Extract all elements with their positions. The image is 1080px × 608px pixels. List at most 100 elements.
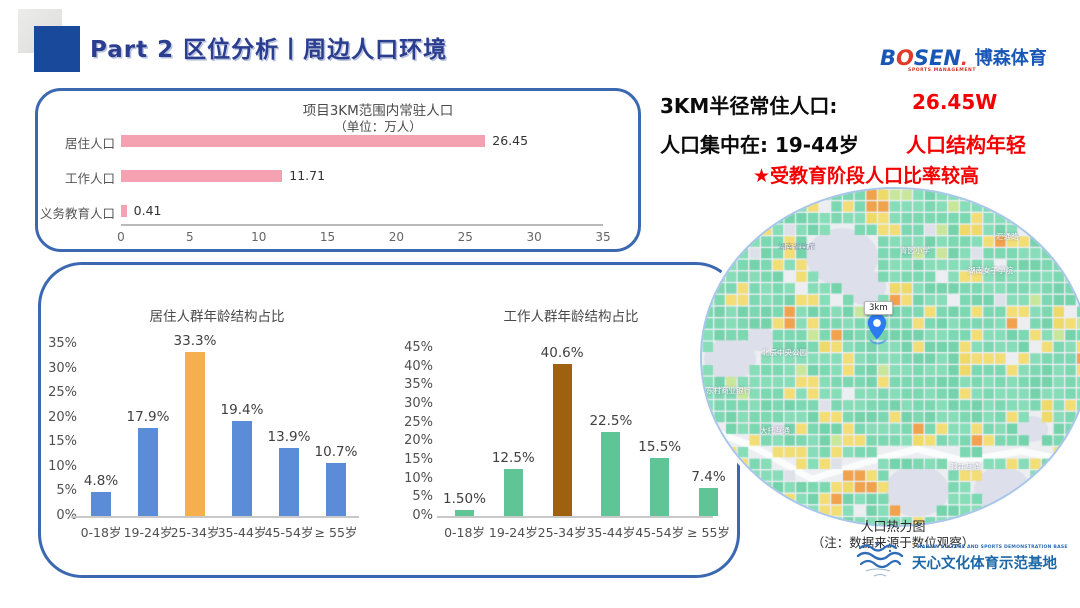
bosen-wordmark: BOSEN. SPORTS MANAGEMENT [880,46,975,73]
col-yaxis-tick: 25% [404,414,433,430]
col-yaxis-tick: 10% [48,458,77,474]
col-category-label: 0-18岁 [80,525,122,540]
hbar-axis-tick: 15 [319,230,336,244]
col-yaxis-tick: 20% [48,409,77,425]
summary-line2-value: 人口结构年轻 [906,133,1026,157]
resident-age-chart-title: 居住人群年龄结构占比 [149,309,285,325]
hbar-category-label: 居住人口 [64,136,115,151]
summary-line1-label: 3KM半径常住人口: [660,94,838,118]
hbar-value-label: 11.71 [289,168,326,183]
population-heatmap: 湖南省政府 青园小学 汇通路 湖南女子学院 北辰中央公园 东村商业银行 大托互通 洞井互通 3… [700,187,1080,527]
tianxin-english-name: ❛ TIANXIN CULTURE AND SPORTS DEMONSTRATI… [912,542,1068,550]
population-chart-subtitle: （单位：万人） [334,119,422,134]
col-yaxis-tick: 10% [404,470,433,486]
col-bar [650,458,670,516]
hbar-value-label: 0.41 [133,203,162,218]
bosen-letters-sen: SEN [913,46,961,70]
radius-3km-badge: 3km [864,301,893,315]
col-value-label: 12.5% [491,450,535,467]
pin-shadow-icon [869,339,887,345]
hbar-axis-tick: 30 [526,230,542,244]
col-value-label: 10.7% [314,444,358,461]
col-category-label: 35-44岁 [217,525,267,540]
col-yaxis-tick: 45% [404,340,433,355]
col-category-label: 25-34岁 [537,525,587,540]
col-yaxis-tick: 35% [48,336,77,351]
col-yaxis-tick: 30% [404,396,433,411]
population-chart-title: 项目3KM范围内常驻人口 [302,103,454,119]
tianxin-logo: ❛ TIANXIN CULTURE AND SPORTS DEMONSTRATI… [856,540,1068,582]
col-bar [601,432,621,516]
col-category-label: 45-54岁 [264,525,314,540]
col-value-label: 17.9% [126,409,170,426]
age-structure-panel: 居住人群年龄结构占比 工作人群年龄结构占比 0% 5% 10% 15% 20% 25% 30… [38,262,740,578]
col-yaxis-tick: 5% [56,483,77,499]
col-value-label: 40.6% [540,345,584,362]
col-xaxis-line [437,516,713,518]
summary-line3: ★受教育阶段人口比率较高 [753,165,980,187]
col-bar [185,352,205,516]
map-place-label: 湖南女子学院 [968,266,1013,275]
col-category-label: 25-34岁 [170,525,220,540]
col-yaxis-tick: 0% [412,508,433,523]
col-value-label: 4.8% [83,473,119,490]
col-bar [138,428,158,516]
working-age-chart-title: 工作人群年龄结构占比 [503,309,639,325]
col-yaxis-tick: 5% [412,489,433,505]
bosen-logo: BOSEN. SPORTS MANAGEMENT 博森体育 [880,46,1047,73]
col-value-label: 15.5% [638,439,682,456]
col-xaxis-line [71,516,359,518]
map-place-label: 洞井互通 [950,462,980,471]
map-place-label: 东村商业银行 [706,386,751,395]
col-bar [91,492,111,516]
bosen-red-dot: . [960,49,968,70]
bosen-letter-b: B [880,46,897,70]
col-yaxis-tick: 30% [48,360,77,376]
col-category-label: 35-44岁 [586,525,636,540]
summary-line2-label: 人口集中在: 19-44岁 [660,133,859,157]
hbar-axis-tick: 25 [457,230,473,244]
col-bar [279,447,299,516]
col-category-label: ≥ 55岁 [687,525,730,540]
hbar-bar [121,170,283,182]
map-place-label: 汇通路 [996,232,1019,241]
map-place-label: 青园小学 [900,246,930,255]
decor-square-blue [34,26,80,72]
hbar-value-label: 26.45 [492,133,529,148]
population-chart-panel: 项目3KM范围内常驻人口 （单位：万人） 居住人口 26.45 工作人口 11.71 义… [35,88,641,252]
col-value-label: 33.3% [173,333,217,350]
heatmap-grid [702,189,1080,525]
col-category-label: 0-18岁 [444,525,485,540]
flame-mark-icon: ❛ [912,542,915,550]
col-yaxis-tick: 25% [48,385,77,401]
col-bar [455,510,474,516]
hbar-axis-tick: 5 [186,230,194,244]
wave-icon [856,542,904,577]
bosen-chinese-name: 博森体育 [974,47,1047,69]
hbar-axis-tick: 35 [595,230,611,244]
col-category-label: 19-24岁 [488,525,538,540]
col-yaxis-tick: 40% [404,358,433,374]
col-value-label: 13.9% [267,428,311,445]
col-yaxis-tick: 15% [404,452,433,467]
hbar-bar [121,205,127,217]
map-place-label: 北辰中央公园 [762,348,807,357]
col-yaxis-tick: 15% [48,434,77,450]
bosen-letter-o: O [896,46,914,70]
hbar-axis-tick: 0 [117,230,125,244]
col-category-label: 19-24岁 [123,525,173,540]
col-yaxis-tick: 35% [404,377,433,393]
location-pin-icon [867,313,887,340]
hbar-category-label: 义务教育人口 [39,206,115,221]
population-chart-plot: 居住人口 26.45 工作人口 11.71 义务教育人口 0.41 0 5 10 15 20 25 30… [38,91,638,249]
col-bar [232,420,252,516]
col-value-label: 22.5% [589,413,633,429]
col-yaxis-tick: 20% [404,433,433,449]
hbar-axis-tick: 10 [251,230,267,244]
page-title: Part 2 区位分析丨周边人口环境 [90,37,448,63]
heatmap-caption-note: （注：数据来源于数位观察） [811,535,975,550]
col-value-label: 19.4% [220,401,264,418]
hbar-category-label: 工作人口 [64,171,115,186]
tianxin-chinese-name: 天心文化体育示范基地 [912,556,1057,572]
